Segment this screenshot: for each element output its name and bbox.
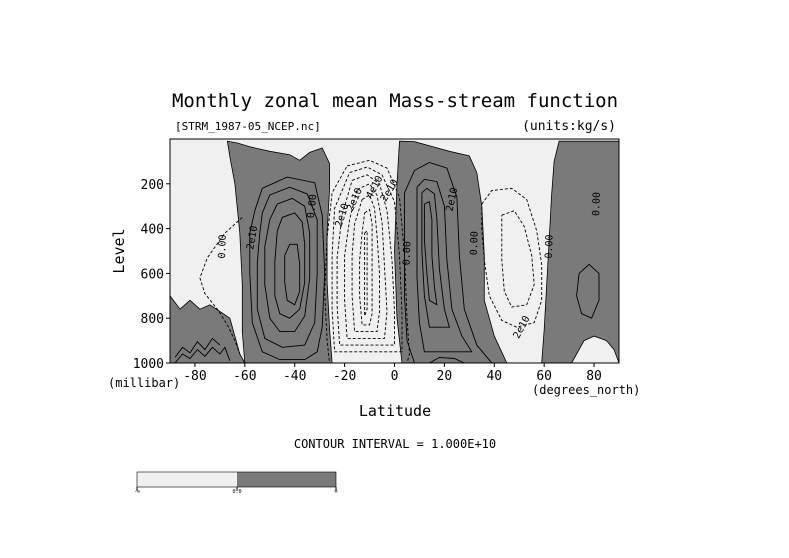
shaded-region-positive-0 <box>170 295 246 363</box>
y-unit-label: (millibar) <box>108 376 180 390</box>
contour-label-0: 0.00 <box>217 234 229 258</box>
shaded-region-positive-2 <box>394 140 508 363</box>
contour-line-dashed-6 <box>331 166 403 353</box>
contour-line-solid-0 <box>249 176 326 361</box>
contour-line-solid-20 <box>174 346 231 363</box>
contour-line-dashed-17 <box>481 187 543 328</box>
contour-label-11: 0.00 <box>544 234 556 258</box>
x-axis-label: Latitude <box>359 402 431 420</box>
contour-line-solid-15 <box>421 187 450 328</box>
contour-line-solid-21 <box>174 337 221 358</box>
colorbar-positive-swatch <box>237 472 336 487</box>
shaded-region-positive-1 <box>226 140 333 363</box>
contour-line-dashed-9 <box>351 194 380 333</box>
contour-line-solid-4 <box>284 243 301 306</box>
y-tick-label-3: 800 <box>141 312 164 327</box>
x-tick-label-6: 40 <box>486 369 502 384</box>
x-tick-label-8: 80 <box>586 369 602 384</box>
contour-line-solid-22 <box>429 356 465 363</box>
contour-line-dashed-8 <box>344 183 388 339</box>
x-tick-label-2: -40 <box>283 369 306 384</box>
colorbar-label-zero: 0.0 <box>232 489 241 495</box>
units-label: (units:kg/s) <box>522 119 616 134</box>
contour-line-dashed-7 <box>336 174 395 346</box>
contour-line-dashed-10 <box>359 208 373 326</box>
x-tick-label-7: 60 <box>536 369 552 384</box>
y-axis-label: Level <box>110 228 128 273</box>
x-tick-label-1: -60 <box>233 369 256 384</box>
colorbar-negative-swatch <box>137 472 237 487</box>
x-tick-label-4: 0 <box>391 369 399 384</box>
shaded-region-positive-3 <box>541 140 619 363</box>
contour-interval-note: CONTOUR INTERVAL = 1.000E+10 <box>294 437 496 451</box>
contour-line-solid-1 <box>256 186 318 348</box>
x-tick-label-0: -80 <box>183 369 206 384</box>
colorbar-label-negative: -∞ <box>134 489 140 495</box>
y-tick-label-0: 200 <box>141 178 164 193</box>
contour-line-dashed-12 <box>199 217 243 355</box>
contour-label-7: 0.00 <box>402 241 414 265</box>
contour-line-solid-3 <box>274 212 306 319</box>
contour-line-dashed-18 <box>501 210 535 308</box>
contour-label-2: 0.00 <box>306 194 319 219</box>
colorbar-label-positive: ∞ <box>334 489 337 495</box>
file-label: [STRM_1987-05_NCEP.nc] <box>175 120 321 133</box>
contour-line-dashed-11 <box>364 229 368 317</box>
contour-line-solid-14 <box>416 178 473 353</box>
contour-line-solid-16 <box>423 201 438 306</box>
contour-label-8: 2e10 <box>445 187 461 213</box>
contour-line-dashed-5 <box>324 159 410 363</box>
y-tick-label-1: 400 <box>141 223 164 238</box>
chart-title: Monthly zonal mean Mass-stream function <box>172 90 618 112</box>
contour-line-solid-2 <box>264 197 311 333</box>
contour-line-solid-19 <box>576 263 600 319</box>
contour-label-12: 0.00 <box>591 192 603 216</box>
contour-line-solid-13 <box>404 162 493 363</box>
y-tick-label-2: 600 <box>141 267 164 282</box>
x-tick-label-3: -20 <box>333 369 356 384</box>
contour-label-1: 2e10 <box>245 225 260 251</box>
colorbar: -∞ 0.0 ∞ <box>134 471 338 495</box>
y-tick-label-4: 1000 <box>133 357 164 372</box>
x-tick-label-5: 20 <box>437 369 453 384</box>
contour-label-9: 0.00 <box>469 231 481 255</box>
x-unit-label: (degrees_north) <box>532 383 640 397</box>
